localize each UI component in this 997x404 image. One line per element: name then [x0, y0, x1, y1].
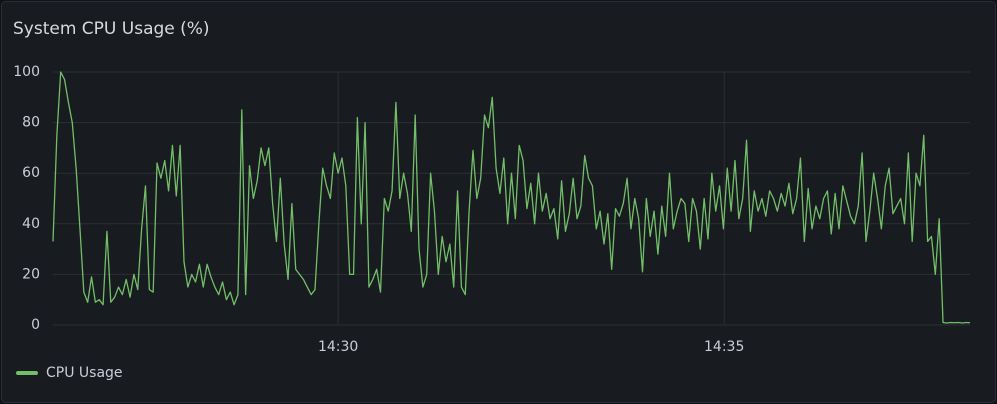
y-tick-label: 100	[13, 64, 40, 80]
x-tick-label: 14:35	[704, 339, 744, 355]
grid: 0 20 40 60 80 100 14:30 14:35	[13, 64, 970, 355]
y-tick-label: 80	[22, 115, 40, 131]
x-tick-label: 14:30	[318, 339, 358, 355]
y-tick-label: 60	[22, 165, 40, 181]
plot: CPU Usage	[16, 71, 971, 381]
chart-title: System CPU Usage (%)	[13, 19, 210, 39]
y-tick-label: 0	[31, 317, 40, 333]
legend-label: CPU Usage	[46, 365, 123, 381]
y-tick-label: 20	[22, 266, 40, 282]
y-tick-label: 40	[22, 216, 40, 232]
line	[52, 71, 971, 324]
